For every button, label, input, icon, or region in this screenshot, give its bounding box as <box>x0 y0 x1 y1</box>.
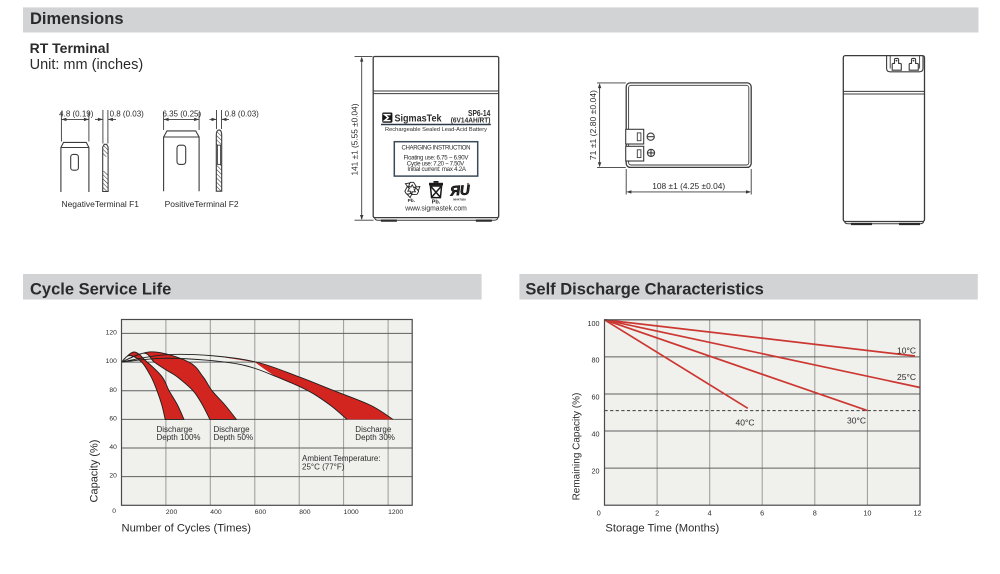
svg-text:12: 12 <box>913 508 921 517</box>
svg-text:Storage Time (Months): Storage Time (Months) <box>605 523 719 535</box>
svg-text:25°C: 25°C <box>897 372 916 382</box>
svg-text:25°C (77°F): 25°C (77°F) <box>302 462 345 471</box>
svg-text:71 ±1 (2.80 ±0.04): 71 ±1 (2.80 ±0.04) <box>588 90 598 160</box>
svg-text:10: 10 <box>863 508 871 517</box>
svg-text:1000: 1000 <box>344 509 359 516</box>
svg-text:1200: 1200 <box>388 509 403 516</box>
svg-text:Initial current: max 4.2A: Initial current: max 4.2A <box>407 166 467 173</box>
svg-text:6.35 (0.25): 6.35 (0.25) <box>162 110 201 119</box>
svg-text:80: 80 <box>109 387 117 394</box>
svg-text:Depth 50%: Depth 50% <box>214 433 254 442</box>
svg-text:141 ±1 (5.55 ±0.04): 141 ±1 (5.55 ±0.04) <box>350 103 360 175</box>
svg-text:60: 60 <box>592 393 600 402</box>
svg-text:60: 60 <box>109 415 117 422</box>
svg-text:SigmasTek: SigmasTek <box>395 114 442 125</box>
svg-text:Cycle use: 7.20 ~ 7.50V: Cycle use: 7.20 ~ 7.50V <box>407 161 465 168</box>
svg-text:120: 120 <box>106 330 117 337</box>
svg-text:108 ±1 (4.25 ±0.04): 108 ±1 (4.25 ±0.04) <box>652 181 725 191</box>
svg-text:100: 100 <box>588 319 600 328</box>
svg-text:Pb.: Pb. <box>408 198 415 204</box>
svg-text:Discharge: Discharge <box>214 425 251 434</box>
svg-text:8: 8 <box>813 508 817 517</box>
svg-text:CHARGING INSTRUCTION: CHARGING INSTRUCTION <box>402 144 471 151</box>
svg-text:Depth 30%: Depth 30% <box>355 433 395 442</box>
svg-text:30°C: 30°C <box>847 415 866 425</box>
svg-text:Remaining Capacity (%): Remaining Capacity (%) <box>572 393 583 501</box>
svg-text:0.8 (0.03): 0.8 (0.03) <box>110 110 145 119</box>
svg-text:Dimensions: Dimensions <box>30 10 124 28</box>
svg-text:Number of Cycles (Times): Number of Cycles (Times) <box>122 523 252 535</box>
svg-text:0: 0 <box>597 508 601 517</box>
svg-text:SP6-14: SP6-14 <box>468 109 491 118</box>
svg-text:Self Discharge Characteristics: Self Discharge Characteristics <box>525 280 763 298</box>
svg-text:40: 40 <box>592 430 600 439</box>
svg-text:80: 80 <box>592 356 600 365</box>
svg-text:800: 800 <box>299 509 311 516</box>
svg-text:6: 6 <box>760 508 764 517</box>
svg-text:0: 0 <box>112 508 116 515</box>
svg-text:10°C: 10°C <box>897 345 916 355</box>
svg-text:PositiveTerminal F2: PositiveTerminal F2 <box>165 200 239 209</box>
svg-text:40°C: 40°C <box>736 417 755 427</box>
svg-text:200: 200 <box>166 509 178 516</box>
svg-text:600: 600 <box>255 509 267 516</box>
svg-text:Ambient Temperature:: Ambient Temperature: <box>302 454 381 463</box>
svg-text:400: 400 <box>210 509 222 516</box>
svg-text:Unit: mm (inches): Unit: mm (inches) <box>30 57 144 73</box>
svg-text:ЯU: ЯU <box>449 182 472 198</box>
svg-text:Rechargeable Sealed Lead-Acid: Rechargeable Sealed Lead-Acid Battery <box>385 127 487 133</box>
svg-text:RT Terminal: RT Terminal <box>30 40 110 56</box>
svg-text:Pb.: Pb. <box>432 200 441 206</box>
svg-text:Discharge: Discharge <box>157 425 194 434</box>
svg-text:20: 20 <box>592 467 600 476</box>
svg-text:4: 4 <box>708 508 712 517</box>
svg-text:2: 2 <box>655 508 659 517</box>
svg-text:MH47929: MH47929 <box>453 197 466 201</box>
svg-text:www.sigmastek.com: www.sigmastek.com <box>404 206 467 213</box>
svg-text:Cycle Service Life: Cycle Service Life <box>30 280 171 298</box>
svg-text:Discharge: Discharge <box>355 425 392 434</box>
svg-text:4.8 (0.19): 4.8 (0.19) <box>59 110 94 119</box>
svg-text:(6V14AH/RT): (6V14AH/RT) <box>451 116 491 125</box>
svg-text:Depth 100%: Depth 100% <box>157 433 201 442</box>
svg-text:100: 100 <box>106 358 117 365</box>
svg-text:Capacity (%): Capacity (%) <box>89 440 101 503</box>
svg-text:40: 40 <box>109 444 117 451</box>
svg-text:0.8 (0.03): 0.8 (0.03) <box>225 110 260 119</box>
svg-text:NegativeTerminal F1: NegativeTerminal F1 <box>62 200 140 209</box>
svg-text:Floating use: 6.75 ~ 6.90V: Floating use: 6.75 ~ 6.90V <box>404 155 470 162</box>
svg-text:20: 20 <box>109 473 117 480</box>
